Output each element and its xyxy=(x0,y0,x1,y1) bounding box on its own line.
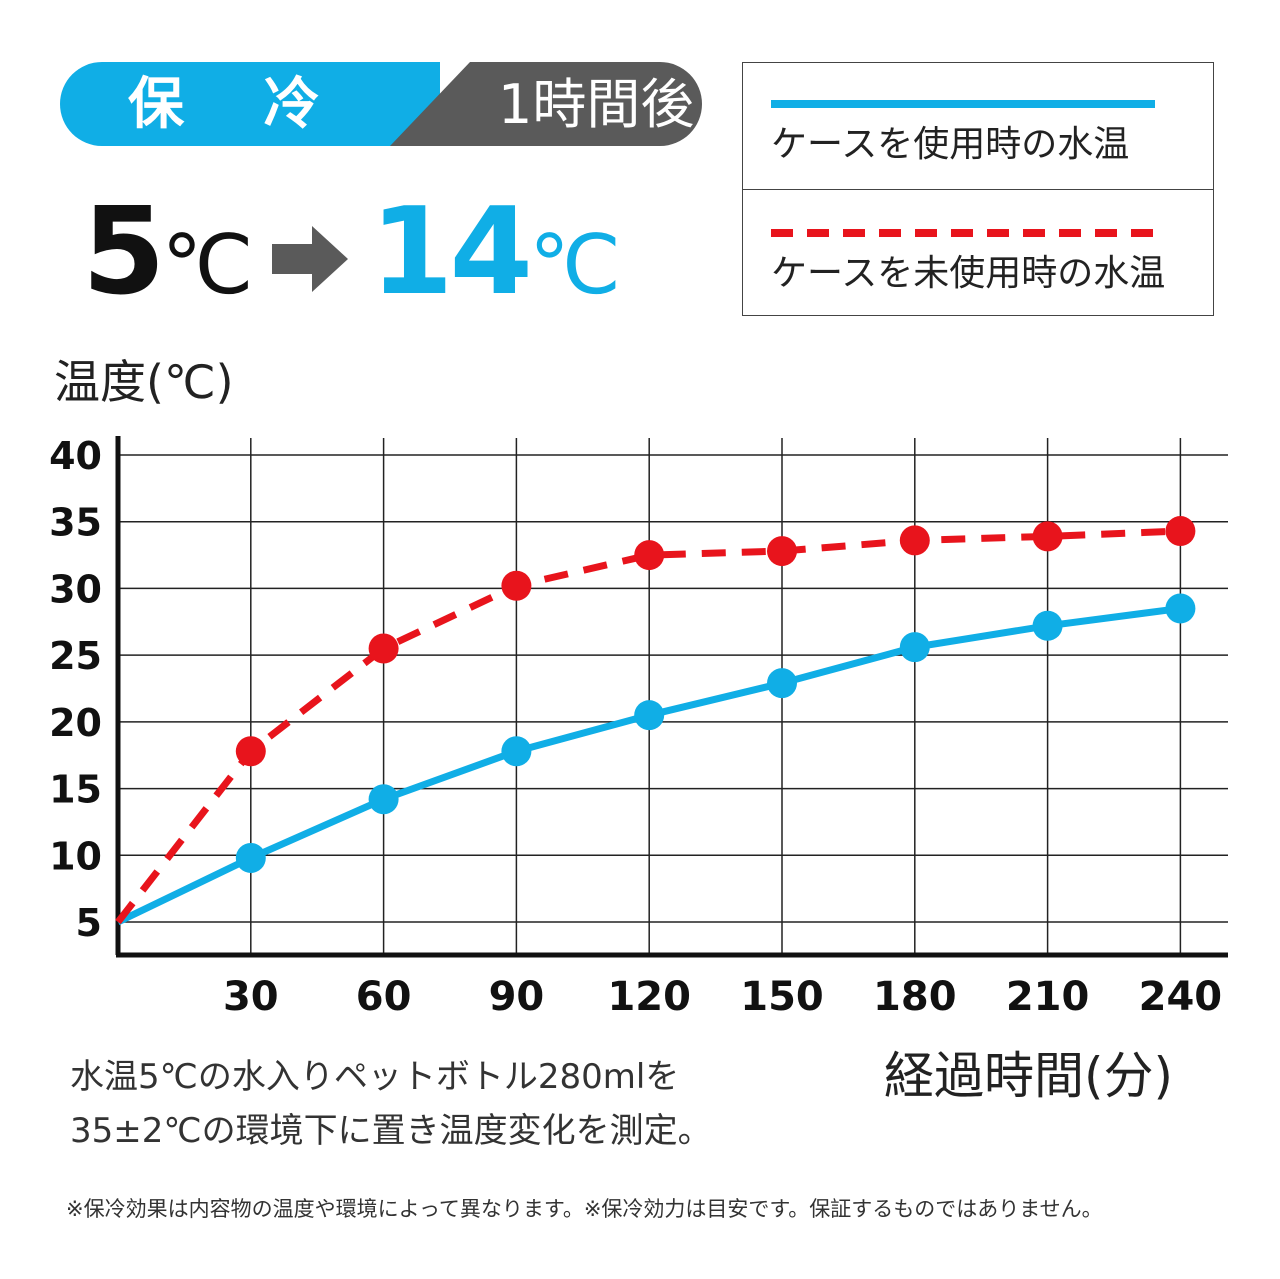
series-0-point-120 xyxy=(634,700,665,731)
line-chart: 5 10 15 20 25 30 35 40 30 60 90 120 150 180 210 240 xyxy=(49,434,1228,1020)
x-tick-label-240: 240 xyxy=(1139,974,1223,1020)
temp-from: 5℃ xyxy=(82,188,254,331)
x-tick-label-150: 150 xyxy=(740,974,824,1020)
y-tick-label-30: 30 xyxy=(49,567,102,611)
series-1-point-240 xyxy=(1165,516,1196,547)
series-1-point-150 xyxy=(767,536,797,567)
x-tick-label-180: 180 xyxy=(873,974,957,1020)
y-tick-label-10: 10 xyxy=(49,834,102,878)
series-0-point-90 xyxy=(501,736,532,767)
duration-label: 1時間後 xyxy=(498,73,695,136)
y-tick-label-40: 40 xyxy=(49,434,102,478)
mode-banner: 保 冷 1時間後 xyxy=(60,62,702,146)
x-tick-label-30: 30 xyxy=(223,974,279,1020)
temp-to-unit: ℃ xyxy=(529,218,622,313)
x-tick-label-90: 90 xyxy=(489,974,545,1020)
legend-swatch-solid xyxy=(771,100,1155,108)
disclaimer-footnote: ※保冷効果は内容物の温度や環境によって異なります。※保冷効力は目安です。保証する… xyxy=(66,1197,1103,1221)
temp-to-value: 14 xyxy=(370,183,533,322)
temp-to: 14℃ xyxy=(370,188,621,331)
series-0-point-240 xyxy=(1165,593,1196,624)
temp-from-unit: ℃ xyxy=(161,218,254,313)
y-tick-label-25: 25 xyxy=(49,634,102,678)
y-tick-label-15: 15 xyxy=(49,768,102,812)
series-0-point-150 xyxy=(767,668,797,699)
y-tick-label-35: 35 xyxy=(49,501,102,545)
series-0-point-210 xyxy=(1032,610,1063,641)
series-1-point-90 xyxy=(501,570,532,601)
y-axis-title: 温度(℃) xyxy=(54,355,234,409)
y-tick-label-5: 5 xyxy=(76,901,102,945)
x-axis-title: 経過時間(分) xyxy=(884,1047,1174,1105)
x-tick-label-210: 210 xyxy=(1006,974,1090,1020)
measurement-note-line2: 35±2℃の環境下に置き温度変化を測定。 xyxy=(70,1111,712,1151)
series-1-point-60 xyxy=(368,633,399,664)
series-line-1 xyxy=(115,527,1181,925)
series-1-point-210 xyxy=(1032,521,1063,552)
legend: ケースを使用時の水温 ケースを未使用時の水温 xyxy=(742,62,1214,316)
legend-item-without-case: ケースを未使用時の水温 xyxy=(743,189,1213,316)
series-1-point-180 xyxy=(899,525,930,556)
series-1-point-120 xyxy=(634,540,665,571)
legend-label-with-case: ケースを使用時の水温 xyxy=(771,124,1130,165)
x-tick-label-120: 120 xyxy=(607,974,691,1020)
mode-label: 保 冷 xyxy=(128,72,350,137)
mode-banner-blue xyxy=(60,62,440,146)
series-1-point-30 xyxy=(235,736,266,767)
temp-from-value: 5 xyxy=(82,183,165,322)
x-tick-label-60: 60 xyxy=(356,974,412,1020)
series-0-point-30 xyxy=(235,842,266,873)
y-tick-label-20: 20 xyxy=(49,701,102,745)
legend-label-without-case: ケースを未使用時の水温 xyxy=(771,253,1166,294)
measurement-note-line1: 水温5℃の水入りペットボトル280mlを xyxy=(70,1057,680,1097)
arrow-right-icon xyxy=(272,226,348,292)
series-0-point-180 xyxy=(899,632,930,663)
legend-item-with-case: ケースを使用時の水温 xyxy=(743,63,1213,189)
legend-swatch-dashed xyxy=(771,229,1155,237)
series-0-point-60 xyxy=(368,784,399,815)
